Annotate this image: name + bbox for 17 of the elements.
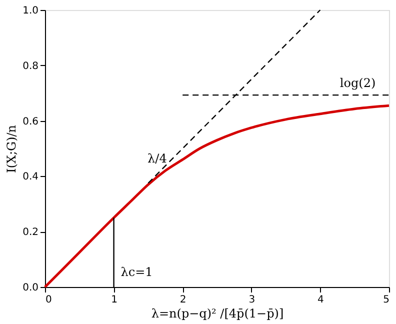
x-tick-label: 2 [180, 294, 186, 306]
y-tick-label: 1.0 [22, 6, 38, 16]
x-tick-label: 4 [318, 294, 324, 306]
x-tick-label: 0 [46, 294, 52, 306]
y-axis-title: I(X;G)/n [4, 124, 19, 174]
annotation: λc=1 [120, 264, 153, 279]
y-tick-label: 0.4 [22, 172, 38, 183]
y-tick-label: 0.6 [22, 116, 38, 128]
x-axis-title: λ=n(p−q)² /[4p̄(1−p̄)] [151, 306, 284, 320]
x-tick-label: 1 [111, 294, 118, 306]
x-tick-label: 3 [248, 294, 256, 306]
y-tick-label: 0.8 [22, 60, 38, 72]
annotation: log(2) [340, 76, 376, 90]
annotation: λ/4 [148, 152, 168, 166]
y-tick-label: 0.0 [22, 282, 38, 294]
y-tick-label: 0.2 [22, 227, 38, 238]
x-tick-label: 5 [383, 294, 390, 306]
